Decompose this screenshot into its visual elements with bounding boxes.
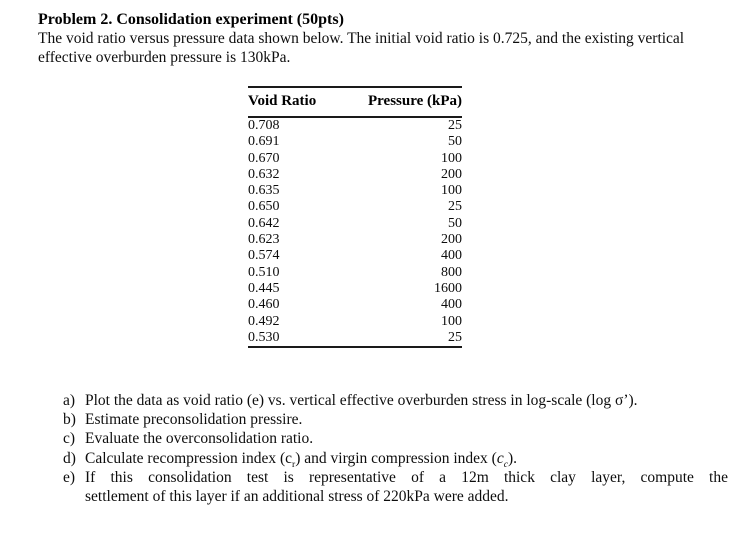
question-text: If this consolidation test is representa…: [85, 468, 728, 506]
void-ratio-cell: 0.623: [248, 232, 280, 248]
question-text: Evaluate the overconsolidation ratio.: [85, 430, 314, 448]
question-d-text-part: ) and virgin compression index (: [295, 449, 497, 467]
question-marker: b): [63, 411, 76, 429]
void-ratio-cell: 0.642: [248, 215, 280, 231]
pressure-cell: 100: [441, 183, 462, 199]
table-header-void-ratio: Void Ratio: [248, 87, 358, 118]
void-ratio-cell: 0.635: [248, 183, 280, 199]
pressure-cell: 100: [441, 150, 462, 166]
question-item-a: a) Plot the data as void ratio (e) vs. v…: [63, 391, 728, 410]
void-ratio-cell: 0.445: [248, 280, 280, 296]
table-header-row: Void Ratio Pressure (kPa): [248, 87, 462, 118]
void-ratio-pressure-table: Void Ratio Pressure (kPa) 0.708 25 0.691…: [248, 86, 462, 349]
question-e-line-1: If this consolidation test is representa…: [85, 468, 728, 486]
pressure-cell: 50: [448, 215, 462, 231]
pressure-cell: 25: [448, 199, 462, 215]
question-text: Plot the data as void ratio (e) vs. vert…: [85, 392, 638, 409]
table-row: 0.623 200: [248, 232, 462, 248]
void-ratio-cell: 0.492: [248, 313, 280, 329]
table-row: 0.642 50: [248, 216, 462, 232]
pressure-cell: 25: [448, 329, 462, 345]
question-text: Estimate preconsolidation pressire.: [85, 411, 303, 429]
question-text: Calculate recompression index (cr) and v…: [85, 449, 728, 470]
italic-c-symbol: c: [496, 449, 504, 467]
table-row: 0.670 100: [248, 151, 462, 167]
question-d-text-part: ).: [508, 449, 518, 467]
void-ratio-cell: 0.510: [248, 264, 280, 280]
void-ratio-cell: 0.632: [248, 166, 280, 182]
table-row: 0.632 200: [248, 167, 462, 183]
table-header-pressure: Pressure (kPa): [358, 87, 462, 118]
table-row: 0.574 400: [248, 248, 462, 264]
void-ratio-cell: 0.650: [248, 199, 280, 215]
table-body: 0.708 25 0.691 50 0.670 100 0.632 200 0.…: [248, 117, 462, 347]
table-row: 0.530 25: [248, 330, 462, 347]
question-item-d: d) Calculate recompression index (cr) an…: [63, 449, 728, 470]
subscript-r: r: [292, 458, 296, 470]
pressure-cell: 50: [448, 134, 462, 150]
question-marker: e): [63, 468, 76, 486]
question-e-line-2: settlement of this layer if an additiona…: [85, 488, 509, 506]
question-item-c: c) Evaluate the overconsolidation ratio.: [63, 429, 728, 448]
questions-list: a) Plot the data as void ratio (e) vs. v…: [63, 391, 728, 506]
table-row: 0.650 25: [248, 199, 462, 215]
problem-title: Problem 2. Consolidation experiment (50p…: [38, 11, 344, 28]
pressure-cell: 1600: [434, 280, 462, 296]
table-head: Void Ratio Pressure (kPa): [248, 87, 462, 118]
question-marker: d): [63, 449, 76, 467]
void-ratio-cell: 0.574: [248, 248, 280, 264]
problem-header: Problem 2. Consolidation experiment (50p…: [38, 10, 693, 67]
pressure-cell: 400: [441, 248, 462, 264]
table-row: 0.445 1600: [248, 281, 462, 297]
question-item-b: b) Estimate preconsolidation pressire.: [63, 410, 728, 429]
void-ratio-cell: 0.530: [248, 329, 280, 345]
pressure-cell: 800: [441, 264, 462, 280]
question-item-e: e) If this consolidation test is represe…: [63, 468, 728, 506]
void-ratio-cell: 0.670: [248, 150, 280, 166]
void-ratio-cell: 0.708: [248, 118, 280, 133]
void-ratio-cell: 0.691: [248, 134, 280, 150]
table-row: 0.460 400: [248, 297, 462, 313]
subscript-c: c: [503, 458, 508, 470]
question-marker: c): [63, 430, 76, 448]
table-row: 0.635 100: [248, 183, 462, 199]
pressure-cell: 200: [441, 166, 462, 182]
question-marker: a): [63, 392, 76, 409]
data-table-container: Void Ratio Pressure (kPa) 0.708 25 0.691…: [248, 86, 462, 349]
table-row: 0.510 800: [248, 265, 462, 281]
pressure-cell: 25: [448, 118, 462, 133]
table-row: 0.708 25: [248, 117, 462, 134]
pressure-cell: 100: [441, 313, 462, 329]
question-d-text-part: Calculate recompression index (c: [85, 449, 293, 467]
pressure-cell: 400: [441, 297, 462, 313]
problem-intro: The void ratio versus pressure data show…: [38, 30, 685, 66]
pressure-cell: 200: [441, 232, 462, 248]
void-ratio-cell: 0.460: [248, 297, 280, 313]
table-row: 0.492 100: [248, 314, 462, 330]
table-row: 0.691 50: [248, 134, 462, 150]
